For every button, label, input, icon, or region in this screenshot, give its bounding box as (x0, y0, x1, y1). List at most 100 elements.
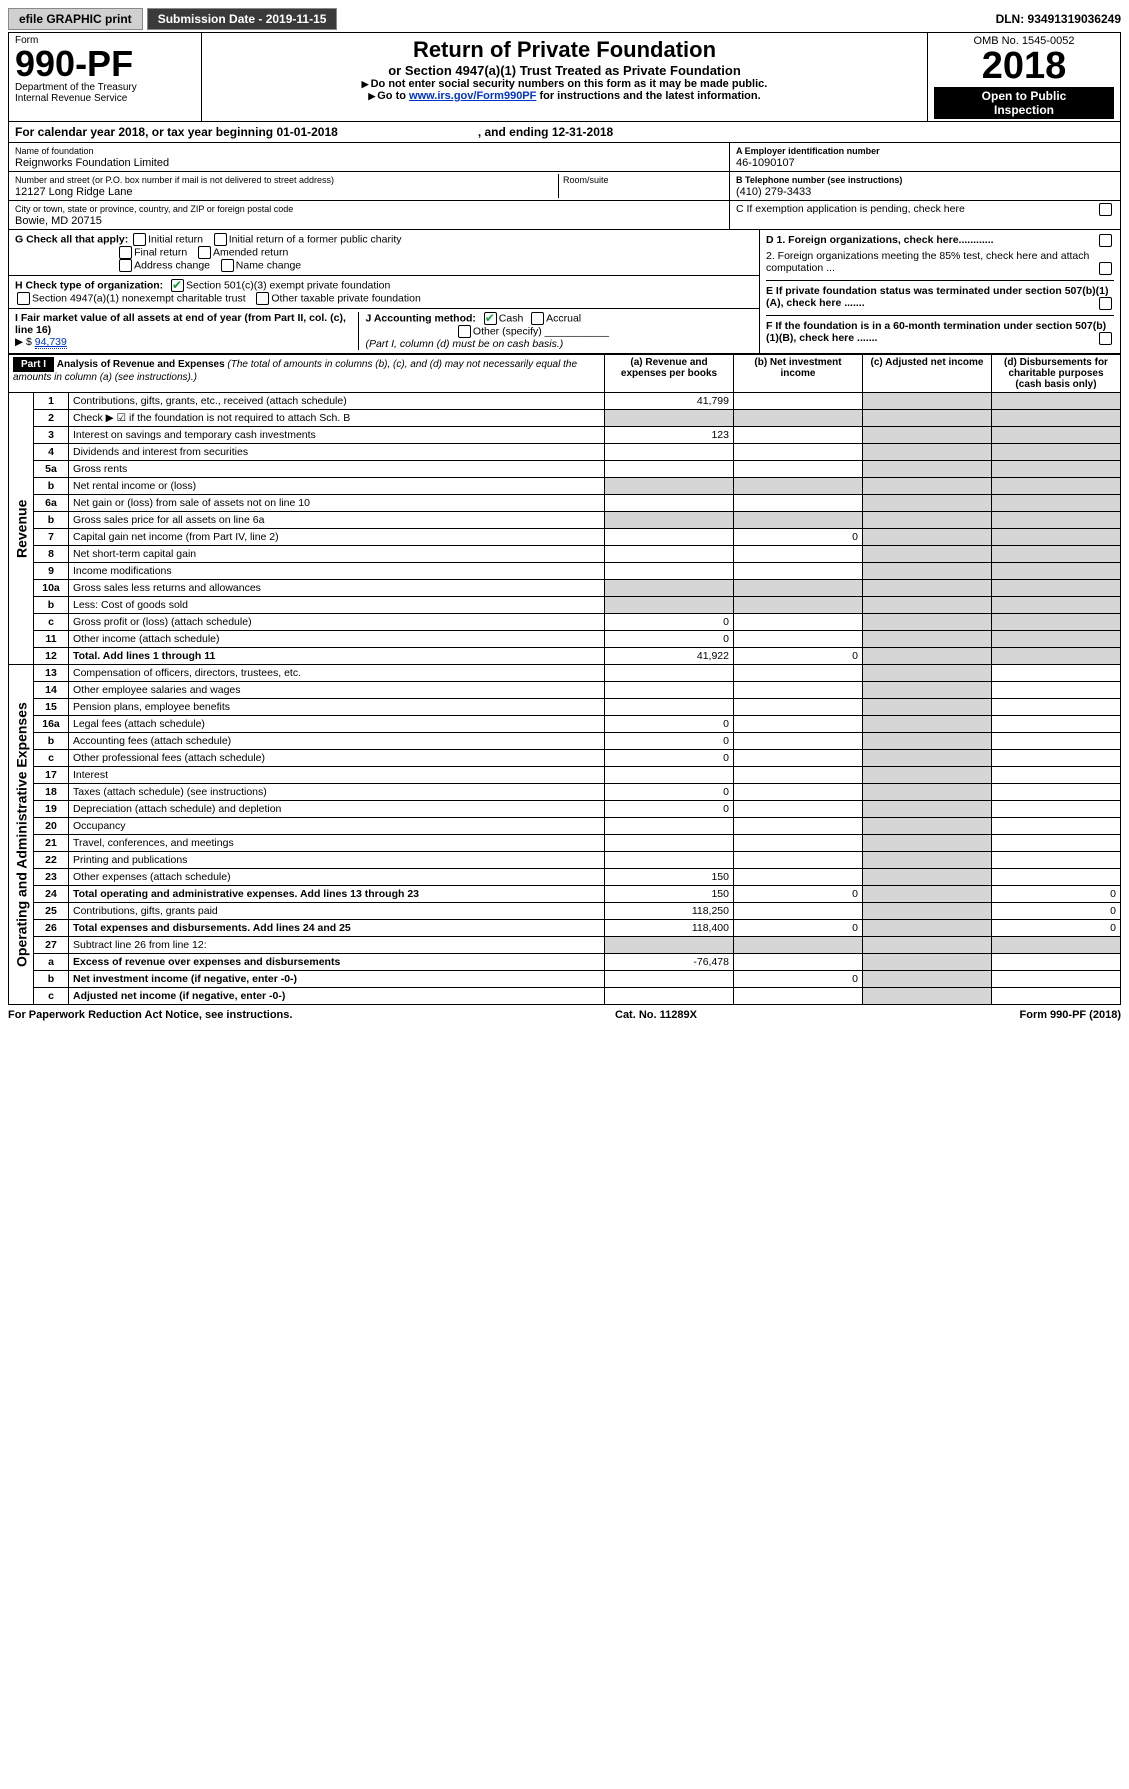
calyear-right: , and ending 12-31-2018 (478, 125, 613, 139)
amount-cell (992, 478, 1121, 495)
g-check-initial-former[interactable] (214, 233, 227, 246)
line-description: Other expenses (attach schedule) (69, 869, 605, 886)
tel-value: (410) 279-3433 (736, 186, 811, 198)
line-description: Adjusted net income (if negative, enter … (69, 988, 605, 1005)
table-row: 24Total operating and administrative exp… (9, 886, 1121, 903)
line-description: Taxes (attach schedule) (see instruction… (69, 784, 605, 801)
amount-cell (863, 920, 992, 937)
g-check-initial[interactable] (133, 233, 146, 246)
line-number: c (34, 988, 69, 1005)
amount-cell: 0 (605, 784, 734, 801)
amount-cell (605, 818, 734, 835)
line-number: 3 (34, 427, 69, 444)
j-check-other[interactable] (458, 325, 471, 338)
table-row: cGross profit or (loss) (attach schedule… (9, 614, 1121, 631)
line-description: Net short-term capital gain (69, 546, 605, 563)
amount-cell (605, 546, 734, 563)
table-row: bLess: Cost of goods sold (9, 597, 1121, 614)
amount-cell (734, 461, 863, 478)
j-check-accrual[interactable] (531, 312, 544, 325)
amount-cell (734, 495, 863, 512)
amount-cell (605, 563, 734, 580)
amount-cell (734, 988, 863, 1005)
table-row: 7Capital gain net income (from Part IV, … (9, 529, 1121, 546)
e-checkbox[interactable] (1099, 297, 1112, 310)
amount-cell (734, 733, 863, 750)
amount-cell (605, 937, 734, 954)
line-number: 2 (34, 410, 69, 427)
amount-cell (734, 614, 863, 631)
g-check-amended[interactable] (198, 246, 211, 259)
c-label: C If exemption application is pending, c… (736, 203, 965, 215)
g-check-address[interactable] (119, 259, 132, 272)
j-check-cash[interactable] (484, 312, 497, 325)
line-description: Check ▶ ☑ if the foundation is not requi… (69, 410, 605, 427)
g-check-name[interactable] (221, 259, 234, 272)
amount-cell (605, 852, 734, 869)
line-number: c (34, 614, 69, 631)
amount-cell (863, 444, 992, 461)
line-description: Occupancy (69, 818, 605, 835)
col-b-header: (b) Net investment income (734, 355, 863, 393)
form-header-mid: Return of Private Foundation or Section … (202, 33, 927, 121)
amount-cell (605, 461, 734, 478)
g-check-final[interactable] (119, 246, 132, 259)
amount-cell (605, 495, 734, 512)
amount-cell (992, 767, 1121, 784)
form-note2-link[interactable]: www.irs.gov/Form990PF (409, 90, 536, 102)
amount-cell (992, 597, 1121, 614)
amount-cell (863, 954, 992, 971)
c-checkbox[interactable] (1099, 203, 1112, 216)
h-check-501c3[interactable] (171, 279, 184, 292)
g-item-4: Address change (134, 259, 210, 271)
ein-value: 46-1090107 (736, 157, 795, 169)
line-number: 13 (34, 665, 69, 682)
identification-block: Name of foundation Reignworks Foundation… (8, 143, 1121, 230)
open-public-2: Inspection (994, 103, 1054, 117)
table-row: 15Pension plans, employee benefits (9, 699, 1121, 716)
line-number: 20 (34, 818, 69, 835)
line-description: Interest (69, 767, 605, 784)
amount-cell (734, 512, 863, 529)
amount-cell (605, 767, 734, 784)
amount-cell (992, 529, 1121, 546)
efile-button[interactable]: efile GRAPHIC print (8, 8, 143, 30)
amount-cell (734, 784, 863, 801)
line-number: 6a (34, 495, 69, 512)
table-row: 16aLegal fees (attach schedule)0 (9, 716, 1121, 733)
h-check-4947[interactable] (17, 292, 30, 305)
f-checkbox[interactable] (1099, 332, 1112, 345)
line-description: Excess of revenue over expenses and disb… (69, 954, 605, 971)
amount-cell: 0 (734, 920, 863, 937)
amount-cell (734, 563, 863, 580)
amount-cell: 123 (605, 427, 734, 444)
name-label: Name of foundation (15, 146, 94, 156)
submission-date-button[interactable]: Submission Date - 2019-11-15 (147, 8, 338, 30)
form-header-left: Form 990-PF Department of the Treasury I… (9, 33, 202, 121)
table-row: 8Net short-term capital gain (9, 546, 1121, 563)
line-number: 24 (34, 886, 69, 903)
line-description: Net investment income (if negative, ente… (69, 971, 605, 988)
amount-cell: 0 (734, 886, 863, 903)
ein-label: A Employer identification number (736, 146, 880, 156)
d1-checkbox[interactable] (1099, 234, 1112, 247)
table-row: 9Income modifications (9, 563, 1121, 580)
h-check-other[interactable] (256, 292, 269, 305)
table-row: 17Interest (9, 767, 1121, 784)
amount-cell (734, 597, 863, 614)
tel-label: B Telephone number (see instructions) (736, 175, 902, 185)
i-amount[interactable]: 94,739 (35, 336, 67, 349)
calyear-left: For calendar year 2018, or tax year begi… (15, 125, 338, 139)
col-d-header: (d) Disbursements for charitable purpose… (992, 355, 1121, 393)
j-accrual: Accrual (546, 312, 581, 324)
amount-cell (734, 716, 863, 733)
amount-cell (734, 869, 863, 886)
table-row: 12Total. Add lines 1 through 1141,9220 (9, 648, 1121, 665)
amount-cell (605, 988, 734, 1005)
d2-checkbox[interactable] (1099, 262, 1112, 275)
h-item-3: Other taxable private foundation (271, 292, 420, 304)
table-row: 27Subtract line 26 from line 12: (9, 937, 1121, 954)
part1-title: Analysis of Revenue and Expenses (57, 359, 225, 370)
amount-cell (734, 818, 863, 835)
form-header-right: OMB No. 1545-0052 2018 Open to Public In… (927, 33, 1120, 121)
